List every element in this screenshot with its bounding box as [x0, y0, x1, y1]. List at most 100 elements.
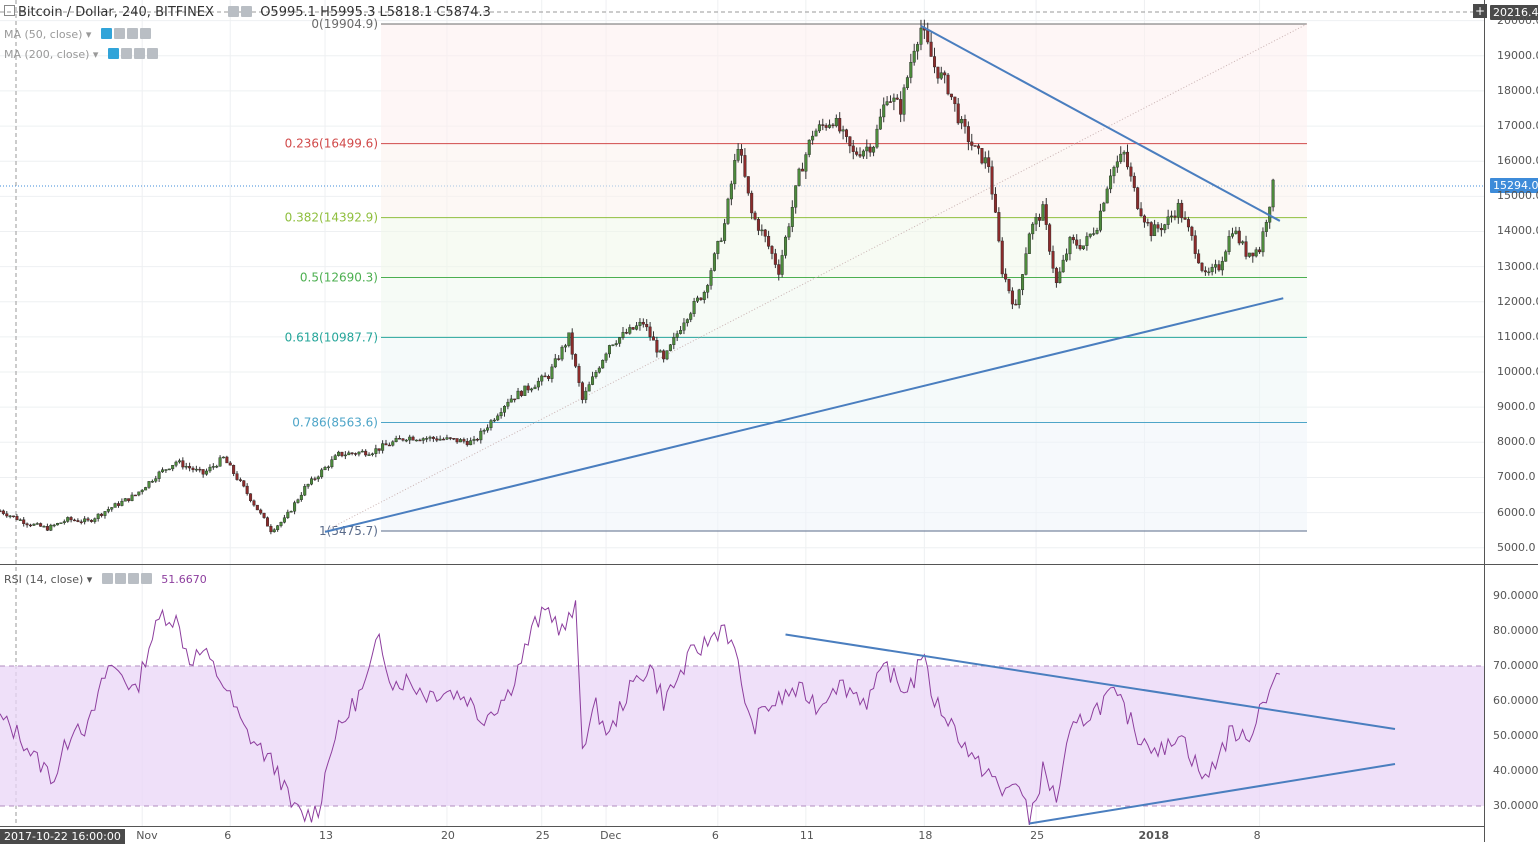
ma50-legend[interactable]: MA (50, close) ▾: [4, 28, 151, 41]
candle-body: [1254, 249, 1258, 257]
candle-body: [157, 471, 161, 479]
eye-icon[interactable]: [107, 48, 119, 59]
candle-body: [807, 139, 811, 155]
symbol-collapse-icon[interactable]: [4, 5, 15, 16]
candle-body: [282, 517, 286, 523]
candle-body: [161, 469, 165, 473]
candle-body: [1146, 221, 1150, 224]
candle-body: [506, 401, 510, 407]
candle-body: [1017, 289, 1021, 305]
close-icon[interactable]: [146, 48, 158, 59]
candle-body: [567, 332, 571, 346]
candle-body: [398, 438, 402, 440]
candle-body: [482, 430, 486, 432]
eye-icon[interactable]: [101, 573, 113, 584]
candle-body: [265, 517, 269, 527]
candle-body: [259, 509, 263, 514]
settings-icon[interactable]: [241, 6, 253, 17]
plus-icon[interactable]: [127, 573, 139, 584]
add-scale-button[interactable]: +: [1473, 4, 1487, 18]
rsi-tick-label: 40.0000: [1493, 764, 1538, 777]
ma200-legend[interactable]: MA (200, close) ▾: [4, 48, 158, 61]
price-tick-label: 10000.0: [1497, 365, 1538, 379]
candle-body: [729, 183, 733, 200]
candle-body: [242, 480, 246, 487]
time-tick-label: 6: [224, 829, 232, 842]
candle-body: [872, 146, 876, 153]
candle-body: [513, 398, 517, 401]
candle-body: [276, 525, 280, 530]
candle-body: [875, 128, 879, 148]
candle-body: [892, 97, 896, 102]
candle-body: [1058, 271, 1062, 284]
candle-body: [127, 498, 131, 501]
candle-body: [1051, 251, 1055, 269]
candle-body: [675, 333, 679, 338]
price-tick-label: 16000.0: [1497, 154, 1538, 168]
candle-body: [943, 72, 947, 76]
candle-body: [18, 519, 22, 521]
candle-body: [25, 523, 29, 526]
candle-body: [597, 367, 601, 373]
candle-body: [59, 522, 63, 524]
candle-body: [411, 436, 415, 441]
plus-icon[interactable]: [133, 48, 145, 59]
rsi-label: RSI (14, close): [4, 573, 84, 586]
candle-body: [591, 376, 595, 385]
candle-body: [496, 415, 500, 421]
close-icon[interactable]: [139, 28, 151, 39]
candle-body: [1271, 179, 1275, 208]
candle-body: [1021, 274, 1025, 291]
candle-body: [486, 427, 490, 431]
fib-zone: [381, 24, 1307, 144]
candle-body: [1220, 261, 1224, 271]
candle-body: [909, 62, 913, 78]
settings-icon[interactable]: [114, 573, 126, 584]
candle-body: [1153, 224, 1157, 237]
fibonacci-retracement-background: [381, 24, 1307, 531]
candle-body: [177, 460, 181, 463]
fib-trend-line: [324, 23, 1308, 532]
candle-body: [753, 212, 757, 220]
candle-body: [665, 350, 669, 360]
candle-body: [1247, 252, 1251, 257]
rsi-legend[interactable]: RSI (14, close) ▾ 51.6670: [4, 573, 207, 586]
candle-body: [1264, 222, 1268, 232]
close-icon[interactable]: [140, 573, 152, 584]
candle-body: [326, 466, 330, 469]
plus-icon[interactable]: [126, 28, 138, 39]
candle-body: [550, 366, 554, 379]
candle-body: [699, 297, 703, 300]
price-tick-label: 5000.0: [1497, 540, 1536, 554]
ma200-label: MA (200, close): [4, 48, 90, 61]
candle-body: [1112, 166, 1116, 177]
settings-icon[interactable]: [113, 28, 125, 39]
candle-body: [1210, 267, 1214, 273]
candle-body: [905, 77, 909, 88]
candle-body: [770, 246, 774, 254]
candle-body: [45, 526, 49, 531]
candle-body: [1109, 175, 1113, 190]
candle-body: [1203, 270, 1207, 273]
candle-body: [150, 480, 154, 483]
eye-icon[interactable]: [100, 28, 112, 39]
candle-body: [191, 467, 195, 471]
candle-body: [1258, 249, 1262, 253]
candle-body: [790, 207, 794, 227]
candle-body: [750, 192, 754, 214]
ohlc-high: H5995.3: [320, 5, 376, 20]
candle-body: [651, 336, 655, 341]
candle-body: [993, 193, 997, 213]
candle-body: [414, 439, 418, 442]
candle-body: [821, 124, 825, 126]
candle-body: [987, 157, 991, 167]
candle-body: [35, 523, 39, 525]
settings-icon[interactable]: [228, 6, 240, 17]
candle-body: [919, 27, 923, 45]
candle-body: [306, 483, 310, 487]
rsi-tick-label: 90.0000: [1493, 589, 1538, 602]
time-tick-label: 11: [799, 829, 814, 842]
settings-icon[interactable]: [120, 48, 132, 59]
candle-body: [702, 292, 706, 300]
